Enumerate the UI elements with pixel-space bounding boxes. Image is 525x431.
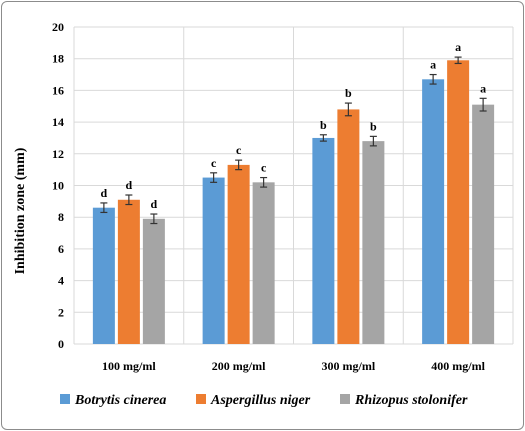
y-tick-label: 8: [58, 210, 64, 224]
bar: [472, 104, 495, 344]
significance-label: a: [430, 58, 436, 72]
bar: [312, 137, 335, 344]
bar: [92, 207, 115, 344]
significance-label: c: [211, 156, 217, 170]
significance-label: d: [151, 197, 158, 211]
significance-label: d: [126, 178, 133, 192]
significance-label: b: [345, 86, 352, 100]
y-tick-label: 10: [52, 179, 64, 193]
significance-label: d: [101, 186, 108, 200]
y-tick-label: 6: [58, 242, 64, 256]
legend-swatch: [60, 394, 70, 404]
legend: Botrytis cinerea Aspergillus niger Rhizopu…: [60, 393, 468, 408]
y-tick-label: 4: [58, 274, 64, 288]
bars: [92, 56, 495, 345]
significance-label: b: [370, 119, 377, 133]
legend-swatch: [196, 394, 206, 404]
significance-labels: d c b a d c b a d c b a: [101, 40, 487, 211]
legend-label: Botrytis cinerea: [74, 393, 166, 408]
bar: [117, 199, 140, 344]
x-category-label: 400 mg/ml: [431, 359, 485, 373]
y-axis-title: Inhibition zone (mm): [13, 147, 28, 274]
x-category-label: 100 mg/ml: [102, 359, 156, 373]
y-tick-label: 12: [52, 147, 64, 161]
bar: [422, 79, 445, 345]
significance-label: a: [480, 81, 486, 95]
legend-label: Rhizopus stolonifer: [354, 393, 468, 408]
y-tick-label: 0: [58, 337, 64, 351]
bar: [252, 182, 275, 344]
significance-label: a: [455, 40, 461, 54]
x-category-label: 200 mg/ml: [212, 359, 266, 373]
significance-label: c: [261, 161, 267, 175]
bar: [362, 141, 385, 344]
bar: [337, 109, 360, 344]
legend-label: Aspergillus niger: [210, 393, 311, 408]
bar: [202, 177, 225, 344]
y-tick-label: 16: [52, 83, 64, 97]
y-tick-label: 14: [52, 115, 64, 129]
significance-label: b: [320, 118, 327, 132]
bar: [447, 60, 470, 344]
legend-swatch: [340, 394, 350, 404]
bar: [142, 218, 165, 344]
x-axis-categories: 100 mg/ml 200 mg/ml 300 mg/ml 400 mg/ml: [102, 359, 486, 373]
y-tick-label: 20: [52, 20, 64, 34]
x-category-label: 300 mg/ml: [322, 359, 376, 373]
y-axis-ticks: 0 2 4 6 8 10 12 14 16 18 20: [52, 20, 64, 351]
y-tick-label: 18: [52, 52, 64, 66]
significance-label: c: [236, 143, 242, 157]
bar: [227, 164, 250, 344]
y-tick-label: 2: [58, 305, 64, 319]
